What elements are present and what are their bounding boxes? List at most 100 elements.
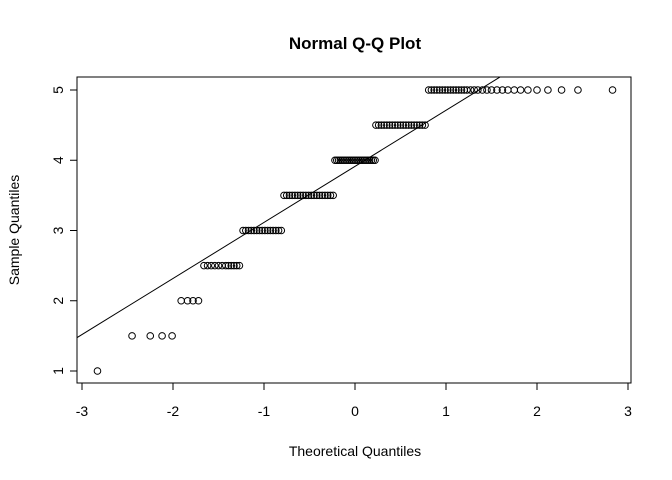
data-point bbox=[474, 86, 482, 94]
data-point bbox=[544, 86, 552, 94]
data-point bbox=[470, 86, 479, 94]
data-point bbox=[304, 191, 313, 200]
data-point bbox=[293, 191, 302, 200]
data-point bbox=[230, 261, 238, 270]
reference-line-layer bbox=[77, 77, 502, 339]
data-point bbox=[410, 121, 418, 129]
data-point bbox=[261, 226, 269, 235]
data-point bbox=[404, 121, 413, 129]
data-point bbox=[444, 86, 452, 94]
x-tick-label: 3 bbox=[624, 403, 632, 419]
data-point bbox=[235, 261, 244, 270]
data-point bbox=[189, 296, 197, 305]
data-point bbox=[288, 191, 297, 200]
data-point bbox=[194, 296, 203, 305]
data-point bbox=[441, 86, 449, 94]
data-point bbox=[393, 121, 402, 129]
data-point bbox=[177, 296, 185, 305]
data-point bbox=[372, 121, 380, 129]
y-tick-label: 5 bbox=[50, 86, 66, 94]
x-tick-label: 1 bbox=[442, 403, 450, 419]
data-point bbox=[266, 226, 275, 235]
data-point bbox=[388, 121, 397, 129]
data-point bbox=[457, 86, 466, 94]
data-point bbox=[371, 156, 379, 165]
data-point bbox=[557, 86, 566, 94]
data-point bbox=[516, 86, 525, 94]
data-point bbox=[255, 226, 264, 235]
data-point bbox=[498, 86, 507, 94]
x-tick-label: -1 bbox=[258, 403, 271, 419]
qq-reference-line bbox=[77, 77, 502, 339]
data-point bbox=[608, 86, 617, 94]
data-point bbox=[385, 121, 394, 129]
data-point bbox=[415, 121, 424, 129]
data-point bbox=[282, 191, 291, 200]
y-tick-label: 2 bbox=[50, 297, 66, 305]
data-point bbox=[128, 332, 136, 340]
data-point bbox=[321, 191, 329, 200]
data-point bbox=[242, 226, 250, 235]
data-point bbox=[302, 191, 310, 200]
y-tick-label: 4 bbox=[50, 156, 66, 164]
data-point bbox=[391, 121, 399, 129]
data-point bbox=[299, 191, 307, 200]
data-point bbox=[487, 86, 496, 94]
data-point bbox=[247, 226, 256, 235]
x-tick-label: -3 bbox=[76, 403, 89, 419]
data-point bbox=[272, 226, 280, 235]
data-point bbox=[533, 86, 541, 94]
data-point bbox=[250, 226, 258, 235]
data-point bbox=[402, 121, 410, 129]
y-tick-label: 1 bbox=[50, 367, 66, 375]
data-point bbox=[269, 226, 277, 235]
data-point bbox=[158, 332, 166, 340]
data-point bbox=[232, 261, 241, 270]
data-point bbox=[433, 86, 441, 94]
data-point bbox=[413, 121, 421, 129]
data-point bbox=[421, 121, 429, 129]
x-axis: -3 -2 -1 0 1 2 3 bbox=[76, 382, 632, 419]
data-point bbox=[478, 86, 487, 94]
data-point bbox=[466, 86, 475, 94]
y-tick-label: 3 bbox=[50, 226, 66, 234]
data-point bbox=[399, 121, 408, 129]
data-point bbox=[383, 121, 391, 129]
data-point bbox=[377, 121, 386, 129]
data-point bbox=[224, 261, 233, 270]
data-point bbox=[146, 332, 155, 340]
x-tick-label: 0 bbox=[351, 403, 359, 419]
data-point bbox=[446, 86, 455, 94]
x-tick-label: -2 bbox=[167, 403, 180, 419]
data-point bbox=[211, 261, 219, 270]
data-point bbox=[244, 226, 253, 235]
data-point bbox=[374, 121, 383, 129]
data-point bbox=[430, 86, 438, 94]
data-point bbox=[407, 121, 416, 129]
data-point bbox=[396, 121, 405, 129]
data-point bbox=[449, 86, 458, 94]
plot-frame bbox=[76, 76, 632, 384]
data-point bbox=[323, 191, 332, 200]
data-point bbox=[326, 191, 335, 200]
data-point bbox=[318, 191, 327, 200]
data-point bbox=[427, 86, 436, 94]
data-point bbox=[438, 86, 447, 94]
data-point bbox=[263, 226, 272, 235]
data-point bbox=[435, 86, 444, 94]
data-point bbox=[183, 296, 192, 305]
points-layer bbox=[93, 86, 617, 375]
data-point bbox=[452, 86, 460, 94]
data-point bbox=[221, 261, 230, 270]
data-point bbox=[574, 86, 582, 94]
data-point bbox=[200, 261, 208, 270]
data-point bbox=[296, 191, 305, 200]
data-point bbox=[168, 332, 176, 340]
data-point bbox=[380, 121, 388, 129]
data-point bbox=[277, 226, 286, 235]
chart-title: Normal Q-Q Plot bbox=[289, 34, 422, 53]
data-point bbox=[214, 261, 223, 270]
data-point bbox=[274, 226, 283, 235]
data-point bbox=[493, 86, 501, 94]
